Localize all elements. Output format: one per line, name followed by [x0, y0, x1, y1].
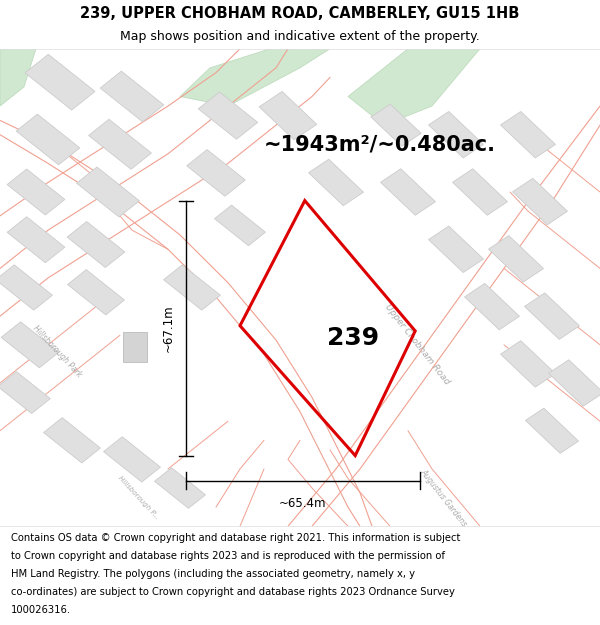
Polygon shape [16, 114, 80, 165]
Polygon shape [488, 236, 544, 282]
Polygon shape [524, 293, 580, 339]
Text: 239: 239 [327, 326, 379, 350]
Text: ~65.4m: ~65.4m [279, 498, 327, 510]
Text: Contains OS data © Crown copyright and database right 2021. This information is : Contains OS data © Crown copyright and d… [11, 533, 460, 543]
Polygon shape [348, 49, 480, 125]
Polygon shape [380, 169, 436, 215]
Polygon shape [68, 269, 124, 315]
Text: HM Land Registry. The polygons (including the associated geometry, namely x, y: HM Land Registry. The polygons (includin… [11, 569, 415, 579]
Polygon shape [199, 92, 257, 139]
Text: Hillsborough P...: Hillsborough P... [116, 475, 160, 520]
Polygon shape [428, 111, 484, 158]
Text: Upper Chobham Road: Upper Chobham Road [383, 303, 451, 387]
Polygon shape [7, 169, 65, 215]
Polygon shape [164, 265, 220, 310]
Polygon shape [526, 408, 578, 453]
Polygon shape [180, 49, 330, 106]
Polygon shape [0, 372, 50, 414]
Text: Augustus Gardens: Augustus Gardens [419, 467, 469, 528]
Polygon shape [1, 322, 59, 368]
Text: 100026316.: 100026316. [11, 606, 71, 616]
Polygon shape [215, 205, 265, 246]
Polygon shape [77, 167, 139, 217]
Polygon shape [67, 222, 125, 268]
Polygon shape [44, 418, 100, 463]
Text: Map shows position and indicative extent of the property.: Map shows position and indicative extent… [120, 30, 480, 43]
Polygon shape [0, 49, 36, 106]
Text: to Crown copyright and database rights 2023 and is reproduced with the permissio: to Crown copyright and database rights 2… [11, 551, 445, 561]
Polygon shape [155, 468, 205, 508]
Polygon shape [500, 111, 556, 158]
Polygon shape [371, 104, 421, 146]
Text: Hillsborough Park: Hillsborough Park [31, 324, 83, 379]
Text: ~1943m²/~0.480ac.: ~1943m²/~0.480ac. [264, 134, 496, 154]
Polygon shape [7, 217, 65, 262]
Polygon shape [104, 437, 160, 482]
Polygon shape [25, 54, 95, 110]
Polygon shape [428, 226, 484, 272]
Polygon shape [464, 283, 520, 330]
Polygon shape [0, 265, 52, 310]
Polygon shape [123, 332, 147, 362]
Polygon shape [452, 169, 508, 215]
Text: 239, UPPER CHOBHAM ROAD, CAMBERLEY, GU15 1HB: 239, UPPER CHOBHAM ROAD, CAMBERLEY, GU15… [80, 6, 520, 21]
Polygon shape [259, 91, 317, 140]
Polygon shape [512, 178, 568, 225]
Polygon shape [187, 149, 245, 196]
Text: co-ordinates) are subject to Crown copyright and database rights 2023 Ordnance S: co-ordinates) are subject to Crown copyr… [11, 588, 455, 598]
Polygon shape [548, 360, 600, 406]
Polygon shape [500, 341, 556, 387]
Polygon shape [89, 119, 151, 169]
Polygon shape [308, 159, 364, 206]
Text: ~67.1m: ~67.1m [161, 304, 175, 352]
Polygon shape [100, 71, 164, 122]
